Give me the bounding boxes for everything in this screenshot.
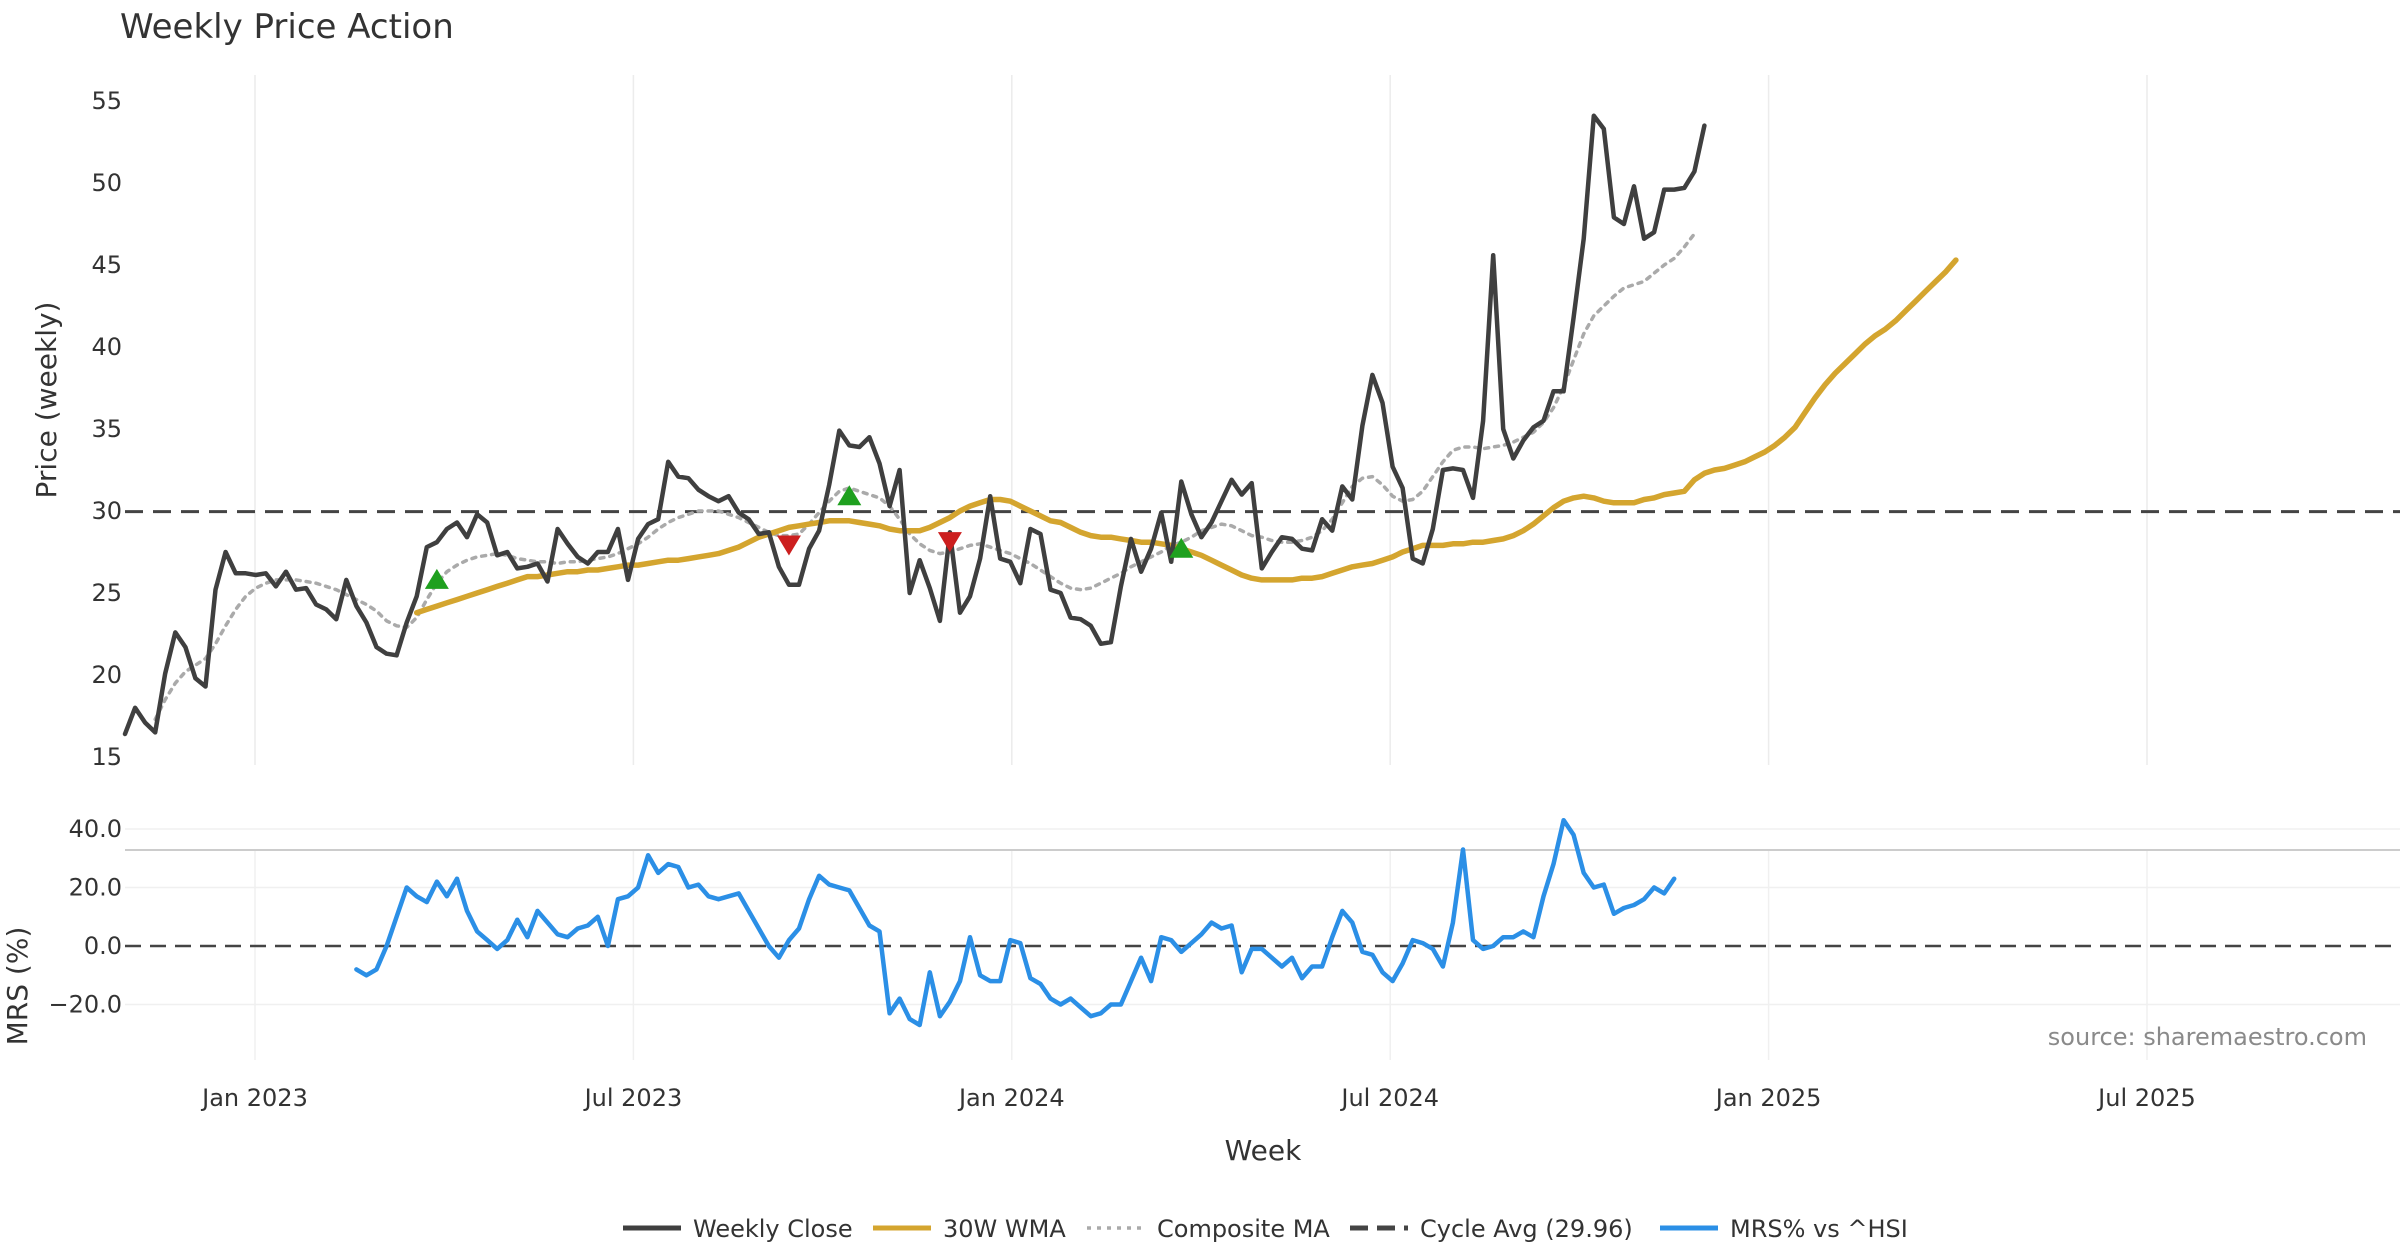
y-tick-label: 50 [91, 169, 122, 197]
buy-signal-marker [1169, 537, 1194, 558]
wma-30w-line [413, 257, 1959, 616]
legend-label: Cycle Avg (29.96) [1420, 1215, 1633, 1243]
weekly-close-line [122, 113, 1707, 737]
mrs-y-tick-label: 20.0 [69, 874, 122, 902]
legend-label: Weekly Close [693, 1215, 853, 1243]
legend-label: MRS% vs ^HSI [1730, 1215, 1908, 1243]
mrs-y-tick-label: 0.0 [84, 932, 122, 960]
x-tick-label: Jan 2025 [1714, 1084, 1822, 1112]
x-axis-label: Week [1225, 1134, 1302, 1167]
legend-label: Composite MA [1157, 1215, 1330, 1243]
buy-signal-marker [424, 568, 449, 589]
y-tick-label: 20 [91, 661, 122, 689]
price-axis-label: Price (weekly) [30, 302, 63, 499]
x-tick-label: Jan 2024 [957, 1084, 1065, 1112]
x-tick-label: Jul 2024 [1339, 1084, 1439, 1112]
x-tick-label: Jan 2023 [200, 1084, 308, 1112]
mrs-panel: 40.0 20.0 0.0 −20.0 Jan 2023 Jul 2023 Jan 2024… [48, 815, 2400, 1112]
legend: Weekly Close 30W WMA Composite MA Cycle Avg… [623, 1215, 1908, 1243]
mrs-axis-label: MRS (%) [1, 927, 34, 1046]
mrs-y-tick-label: −20.0 [48, 991, 122, 1019]
x-tick-label: Jul 2025 [2096, 1084, 2196, 1112]
sell-signal-marker [776, 535, 801, 556]
chart-title: Weekly Price Action [120, 7, 454, 47]
mrs-line [354, 817, 1677, 1028]
y-tick-label: 45 [91, 251, 122, 279]
source-note: source: sharemaestro.com [2048, 1023, 2367, 1051]
y-tick-label: 35 [91, 415, 122, 443]
sell-signal-marker [937, 532, 962, 553]
legend-label: 30W WMA [943, 1215, 1066, 1243]
y-tick-label: 25 [91, 579, 122, 607]
buy-signal-marker [837, 485, 862, 506]
y-tick-label: 55 [91, 87, 122, 115]
y-tick-label: 15 [91, 743, 122, 771]
composite-ma-line [153, 232, 1697, 722]
y-tick-label: 40 [91, 333, 122, 361]
x-tick-label: Jul 2023 [583, 1084, 683, 1112]
price-panel: 15 20 25 30 35 40 45 50 55 [91, 75, 2400, 771]
y-tick-label: 30 [91, 497, 122, 525]
mrs-y-tick-label: 40.0 [69, 815, 122, 843]
